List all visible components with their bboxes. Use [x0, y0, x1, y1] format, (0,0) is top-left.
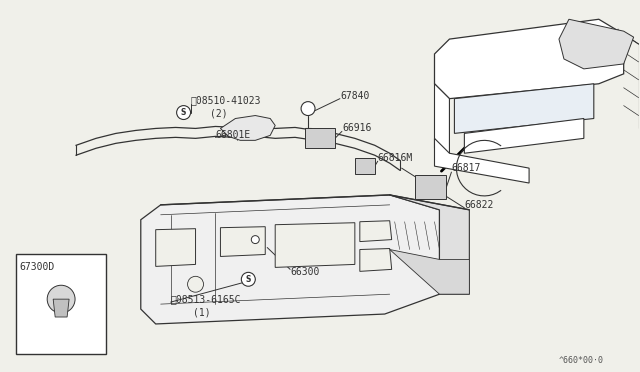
Circle shape: [188, 276, 204, 292]
Circle shape: [47, 285, 75, 313]
Circle shape: [301, 102, 315, 116]
Polygon shape: [390, 195, 469, 294]
Polygon shape: [53, 299, 69, 317]
Text: S: S: [246, 275, 251, 284]
Polygon shape: [156, 229, 196, 266]
Text: S: S: [181, 108, 186, 117]
Polygon shape: [220, 227, 265, 256]
Polygon shape: [275, 223, 355, 267]
Text: 66801E: 66801E: [216, 130, 251, 140]
Text: 67840: 67840: [340, 91, 369, 101]
Text: 66822: 66822: [465, 200, 493, 210]
Circle shape: [252, 235, 259, 244]
Polygon shape: [435, 138, 529, 183]
Polygon shape: [559, 19, 634, 69]
Polygon shape: [390, 250, 469, 294]
Polygon shape: [435, 19, 623, 99]
Text: 66816M: 66816M: [378, 153, 413, 163]
Polygon shape: [360, 248, 392, 271]
Polygon shape: [305, 128, 335, 148]
Polygon shape: [465, 119, 584, 153]
Text: 66817: 66817: [451, 163, 481, 173]
Text: 67300D: 67300D: [19, 262, 54, 272]
Text: (1): (1): [193, 307, 210, 317]
Polygon shape: [355, 158, 375, 174]
Polygon shape: [415, 175, 447, 199]
Polygon shape: [454, 84, 594, 134]
Text: 66916: 66916: [342, 124, 371, 134]
Polygon shape: [360, 221, 392, 241]
Text: Ⓝ08513-6165C: Ⓝ08513-6165C: [171, 294, 241, 304]
Polygon shape: [17, 254, 106, 354]
Circle shape: [241, 272, 255, 286]
Polygon shape: [141, 195, 440, 324]
Circle shape: [177, 106, 191, 119]
Text: 66300: 66300: [290, 267, 319, 278]
Polygon shape: [220, 116, 275, 140]
Text: ^660*00·0: ^660*00·0: [559, 356, 604, 365]
Text: (2): (2): [211, 109, 228, 119]
Polygon shape: [435, 84, 449, 158]
Text: Ⓝ08510-41023: Ⓝ08510-41023: [191, 96, 261, 106]
